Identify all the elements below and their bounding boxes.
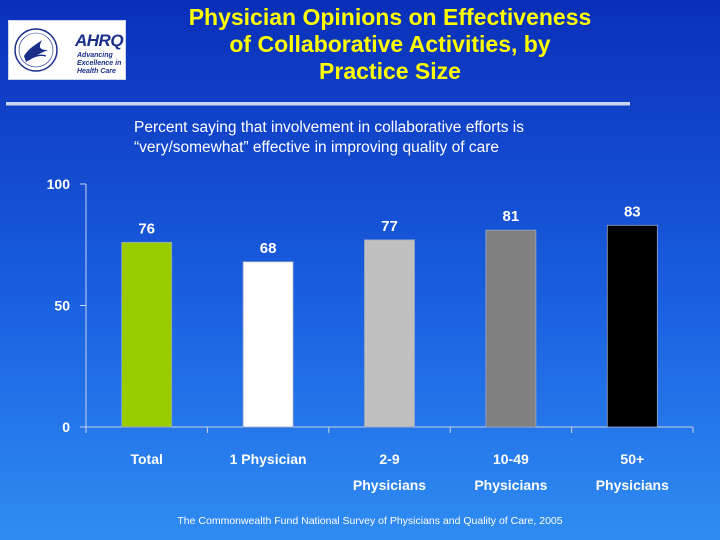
y-tick-label: 50	[54, 298, 70, 314]
x-tick-label: Total	[130, 451, 162, 467]
source-footnote: The Commonwealth Fund National Survey of…	[177, 515, 563, 527]
title-line-1: Physician Opinions on Effectiveness	[188, 4, 592, 30]
data-label: 76	[138, 220, 155, 237]
x-tick-label: 10-49	[493, 451, 529, 467]
title-divider	[6, 102, 630, 105]
page-title: Physician Opinions on Effectiveness of C…	[130, 4, 650, 85]
title-line-3: Practice Size	[319, 58, 461, 84]
bar	[121, 241, 173, 428]
y-tick-label: 100	[47, 176, 71, 192]
bar	[485, 229, 537, 428]
x-tick-label: 2-9	[379, 451, 399, 467]
x-tick-label: Physicians	[596, 477, 669, 493]
data-label: 68	[260, 240, 277, 257]
chart-subtitle: Percent saying that involvement in colla…	[134, 118, 674, 158]
hhs-eagle-seal-icon	[14, 28, 58, 72]
subtitle-line-1: Percent saying that involvement in colla…	[134, 119, 524, 136]
data-label: 77	[381, 218, 398, 235]
ahrq-tagline: Advancing Excellence in Health Care	[77, 52, 122, 75]
subtitle-line-2: “very/somewhat” effective in improving q…	[134, 139, 499, 156]
x-tick-label: Physicians	[353, 477, 426, 493]
ahrq-wordmark: AHRQ	[75, 31, 124, 50]
ahrq-logo: AHRQ Advancing Excellence in Health Care	[8, 20, 126, 80]
data-label: 83	[624, 203, 641, 220]
x-tick-label: Physicians	[474, 477, 547, 493]
data-label: 81	[503, 208, 520, 225]
bar	[242, 261, 294, 428]
x-tick-label: 50+	[620, 451, 644, 467]
bar	[364, 239, 415, 428]
x-tick-label: 1 Physician	[230, 451, 307, 467]
bar-chart: 0 50 100 76 Total 68 1 Physician 77 2-9 Physician…	[47, 176, 694, 493]
y-tick-label: 0	[62, 419, 70, 435]
bar	[606, 224, 658, 428]
title-line-2: of Collaborative Activities, by	[229, 31, 551, 57]
